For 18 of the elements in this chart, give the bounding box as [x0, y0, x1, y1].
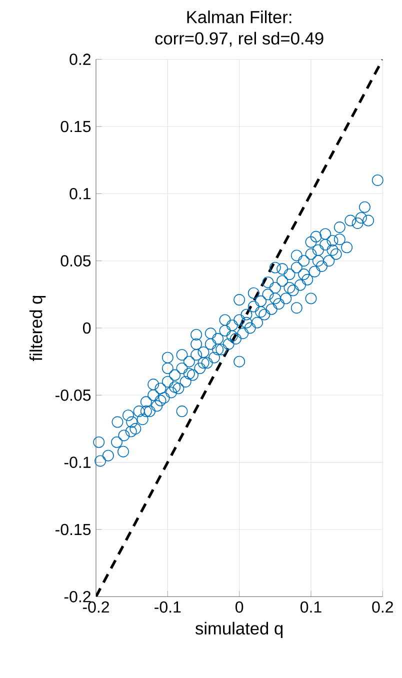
- y-tick-label: -0.15: [56, 524, 91, 536]
- y-axis-title: filtered q: [30, 296, 46, 361]
- y-tick-label: -0.05: [56, 390, 91, 401]
- x-tick-label: -0.1: [154, 601, 181, 613]
- y-tick-label: 0.15: [60, 120, 91, 132]
- y-tick-label: 0: [83, 322, 91, 334]
- y-tick-label: -0.2: [64, 591, 90, 602]
- x-tick-label: 0.1: [300, 601, 322, 613]
- x-tick-label: -0.2: [82, 601, 109, 613]
- x-axis-title: simulated q: [195, 622, 283, 638]
- y-tick-label: -0.1: [64, 456, 90, 468]
- x-tick-label: 0.2: [372, 601, 393, 613]
- chart-subtitle: corr=0.97, rel sd=0.49: [155, 32, 324, 47]
- x-tick-label: 0: [236, 601, 244, 613]
- y-tick-label: 0.05: [60, 255, 91, 266]
- y-tick-label: 0.2: [70, 54, 90, 65]
- chart-title: Kalman Filter:: [187, 10, 292, 24]
- y-tick-label: 0.1: [70, 188, 90, 200]
